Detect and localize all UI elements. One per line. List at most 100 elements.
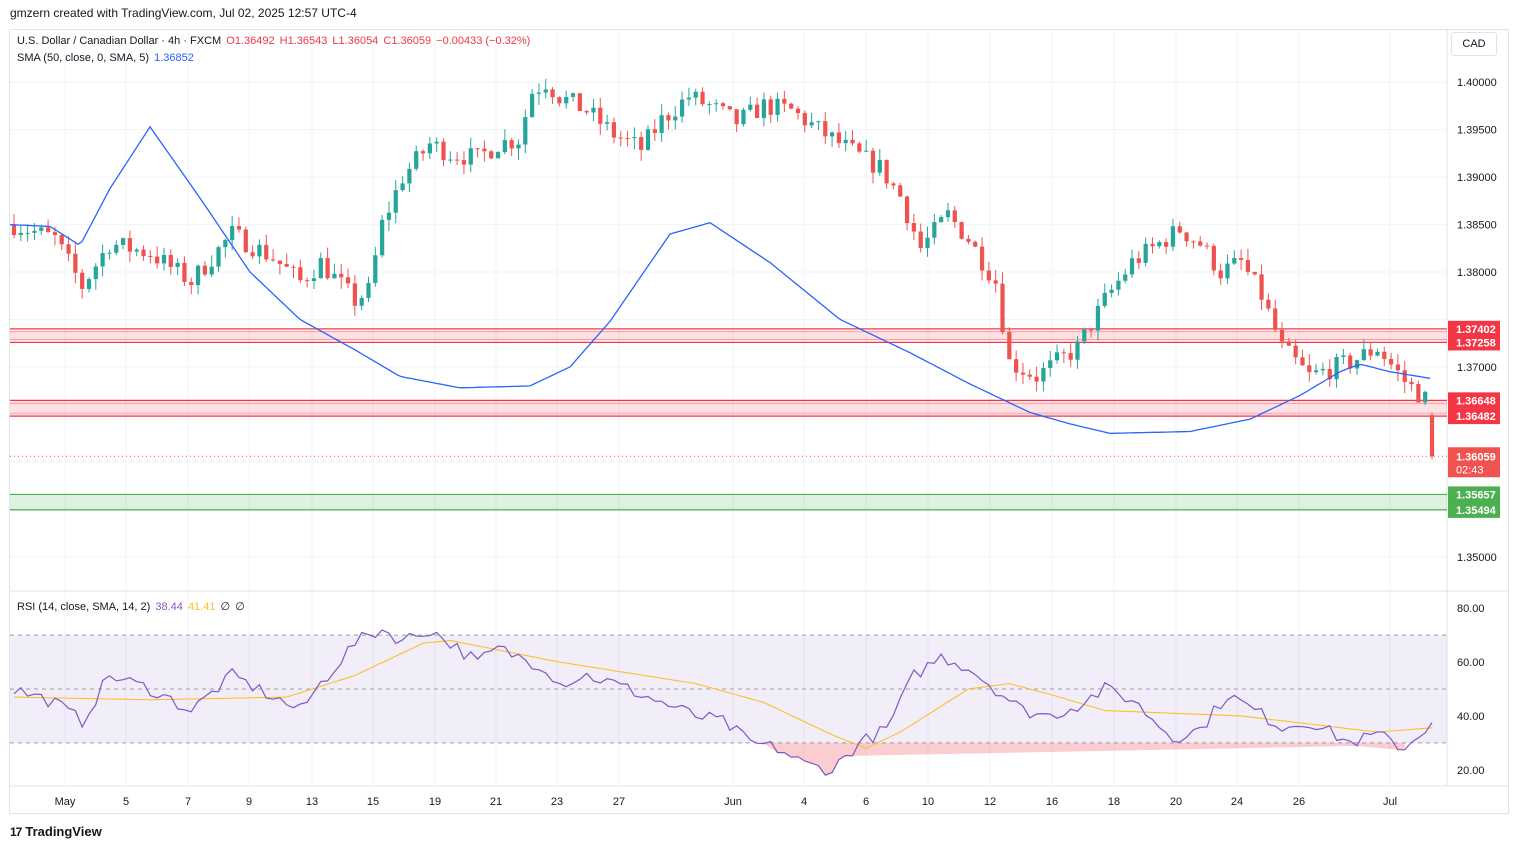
candle-body [1266,299,1271,309]
candle-body [277,260,282,264]
candle-body [720,103,726,107]
candle-body [1423,391,1428,403]
candle-body [93,266,98,280]
candle-body [495,152,501,159]
candle-body [1348,355,1353,369]
time-tick-label: 9 [246,796,252,808]
rsi-tick-label: 20.00 [1457,765,1485,777]
symbol-legend[interactable]: U.S. Dollar / Canadian Dollar · 4h · FXC… [17,35,532,47]
symbol-name: U.S. Dollar / Canadian Dollar · 4h · FXC… [17,35,222,47]
rsi-legend-label: RSI (14, close, SMA, 14, 2) [17,601,151,613]
candle-body [836,132,842,144]
candle-body [1041,367,1046,382]
candle-body [59,234,64,245]
candle-body [1279,329,1285,342]
candle-body [1061,352,1066,354]
candle-body [557,97,562,104]
candle-body [114,244,119,253]
candle-body [1157,242,1162,247]
candle-body [1286,341,1291,346]
candle-body [741,109,746,125]
candle-body [25,232,30,234]
candle-body [727,106,732,110]
candle-body [1068,353,1073,360]
candle-body [1245,259,1251,272]
time-tick-label: 7 [185,796,191,808]
chart-credit: gmzern created with TradingView.com, Jul… [10,6,357,20]
price-tick-label: 1.37000 [1457,362,1497,374]
rsi-legend-value: 38.44 [155,601,183,613]
candle-body [550,89,555,98]
candle-body [979,246,985,271]
candle-body [598,107,603,124]
candle-body [1334,357,1339,380]
candle-body [1218,270,1223,279]
candle-body [577,93,582,111]
candle-body [904,196,910,224]
candle-body [1000,283,1005,333]
candle-body [1388,358,1394,365]
candle-body [448,159,453,161]
candle-body [898,185,903,197]
candle-body [632,137,637,139]
candle-body [18,232,23,236]
candle-body [270,259,276,261]
candle-body [1102,292,1107,306]
candle-body [925,237,930,249]
candle-body [509,140,514,149]
candle-body [775,98,780,115]
candle-body [1273,308,1278,330]
candle-body [973,241,978,247]
candle-body [168,254,173,267]
time-tick-label: 27 [613,796,625,808]
candle-body [666,115,671,121]
zone-fill-support [10,494,1447,510]
candle-body [584,110,589,113]
candle-body [1300,357,1305,366]
candle-body [1232,258,1237,264]
candle-body [345,277,351,284]
candle-body [400,183,405,191]
candle-body [1354,360,1360,369]
candle-body [918,231,923,249]
candle-body [161,254,167,264]
zone-price-label: 1.36482 [1456,411,1496,423]
candle-body [1307,365,1312,373]
candle-body [182,262,187,282]
candle-body [414,151,419,169]
candle-body [693,91,698,98]
candle-body [1429,415,1435,457]
rsi-legend[interactable]: RSI (14, close, SMA, 14, 2) 38.44 41.41 … [17,600,247,613]
sma-legend[interactable]: SMA (50, close, 0, SMA, 5) 1.36852 [17,52,196,64]
candle-body [1123,274,1128,281]
rsi-legend-extra-2: ∅ [235,601,245,613]
candle-body [543,89,548,93]
candle-body [455,159,460,161]
candle-body [475,148,480,150]
time-tick-label: May [55,796,76,808]
candle-body [591,107,596,113]
zone-fill-resistance [10,328,1447,343]
candle-body [209,266,214,275]
candle-body [939,217,944,223]
candle-body [489,151,494,159]
zone-price-tag [1448,501,1500,518]
price-tick-label: 1.38500 [1457,220,1497,232]
candle-body [86,279,92,289]
candle-body [1150,243,1155,247]
last-price-label: 1.36059 [1456,451,1496,463]
candle-body [809,122,814,126]
currency-selector[interactable]: CAD [1451,32,1497,56]
candle-body [502,140,507,153]
candle-body [625,138,630,140]
tradingview-brand[interactable]: 17 TradingView [10,824,102,839]
candle-body [230,226,235,241]
time-tick-label: 5 [123,796,129,808]
candle-body [339,273,344,278]
zone-price-tag [1448,408,1500,425]
candle-body [530,93,535,118]
candle-body [604,122,610,124]
candle-body [884,159,889,184]
candle-body [407,168,412,184]
